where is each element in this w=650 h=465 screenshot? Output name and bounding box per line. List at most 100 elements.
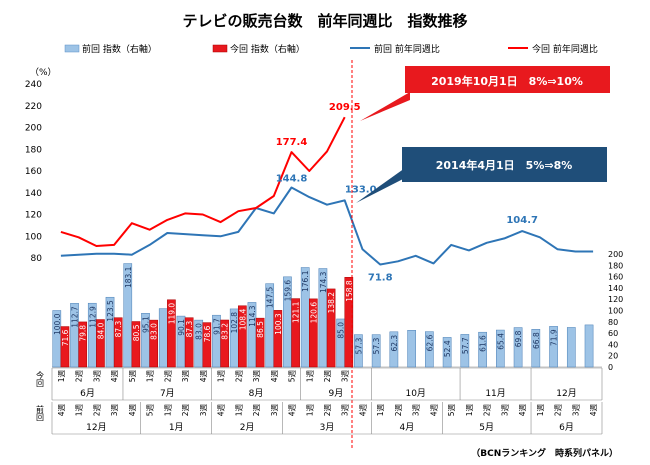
bar-label-current: 108.4 xyxy=(238,309,247,331)
month-label-previous: 4月 xyxy=(399,422,414,433)
bar-label-previous: 123.5 xyxy=(106,300,115,322)
bar-label-current: 87.3 xyxy=(114,320,123,337)
bar-label-previous: 174.3 xyxy=(319,271,328,293)
chart-title: テレビの販売台数 前年同週比 指数推移 xyxy=(182,12,467,30)
row-label-previous: 前回 xyxy=(36,404,45,422)
right-axis-tick-label: 180 xyxy=(608,261,623,270)
bar-label-current: 87.3 xyxy=(185,320,194,337)
bar-label-previous: 57.7 xyxy=(461,337,470,354)
left-axis-tick-label: 120 xyxy=(25,211,42,221)
month-label-previous: 12月 xyxy=(86,422,106,433)
week-label-previous: 1週 xyxy=(536,404,545,417)
right-axis-tick-label: 120 xyxy=(608,295,623,304)
bar-current-index xyxy=(202,322,212,368)
week-label-previous: 1週 xyxy=(376,404,385,417)
month-label-current: 8月 xyxy=(249,388,264,399)
point-label: 144.8 xyxy=(276,174,308,185)
week-label-previous: 3週 xyxy=(341,404,350,417)
week-label-previous: 4週 xyxy=(217,404,226,417)
bar-current-index xyxy=(273,310,283,368)
week-label-previous: 4週 xyxy=(429,404,438,417)
bar-label-previous: 147.5 xyxy=(266,286,275,308)
bar-label-current: 120.6 xyxy=(309,302,318,324)
week-label-current: 4週 xyxy=(199,370,208,383)
week-label-current: 3週 xyxy=(92,370,101,383)
bar-label-previous: 112.7 xyxy=(71,306,80,328)
left-axis-tick-label: 140 xyxy=(25,189,42,199)
bar-previous-index xyxy=(123,263,133,368)
legend-label-previous-index: 前回 指数（右軸） xyxy=(82,43,157,55)
bar-previous-index xyxy=(584,324,594,368)
week-label-previous: 4週 xyxy=(518,404,527,417)
month-label-previous: 2月 xyxy=(240,422,255,433)
bar-label-current: 83.0 xyxy=(150,323,159,340)
month-label-current: 10月 xyxy=(405,388,425,399)
bar-label-previous: 112.9 xyxy=(88,306,97,328)
right-axis-tick-label: 140 xyxy=(608,284,623,293)
right-axis-tick-label: 60 xyxy=(608,329,618,338)
legend-swatch-previous-index xyxy=(64,44,80,53)
bar-current-index xyxy=(238,305,247,368)
bar-label-current: 79.8 xyxy=(79,325,88,342)
line-current-yoy xyxy=(60,116,346,247)
week-label-previous: 5週 xyxy=(146,404,155,417)
left-axis-tick-label: 240 xyxy=(25,80,42,90)
bar-current-index xyxy=(309,298,318,368)
bar-current-index xyxy=(149,319,158,368)
bar-label-previous: 62.3 xyxy=(390,335,399,352)
bar-previous-index xyxy=(425,331,434,368)
right-axis-tick-label: 20 xyxy=(608,352,618,361)
month-label-previous: 6月 xyxy=(559,422,574,433)
bar-label-previous: 95.1 xyxy=(142,316,151,333)
bar-previous-index xyxy=(354,334,363,368)
week-label-current: 1週 xyxy=(217,370,226,383)
bar-current-index xyxy=(167,299,176,368)
row-label-current: 今回 xyxy=(36,370,45,388)
week-label-previous: 2週 xyxy=(483,404,492,417)
left-axis-tick-label: 180 xyxy=(25,145,42,155)
bar-label-previous: 71.9 xyxy=(550,329,559,346)
month-label-current: 9月 xyxy=(329,388,344,399)
bar-label-previous: 85.0 xyxy=(337,322,346,339)
annotation-2014-text: 2014年4月1日 5%⇒8% xyxy=(436,158,573,172)
right-axis-tick-label: 40 xyxy=(608,340,618,349)
bar-previous-index xyxy=(478,331,487,368)
week-label-previous: 4週 xyxy=(128,404,137,417)
week-label-previous: 5週 xyxy=(447,404,456,417)
week-label-previous: 2週 xyxy=(181,404,190,417)
bar-label-previous: 100.0 xyxy=(53,313,62,335)
bar-label-previous: 62.6 xyxy=(425,334,434,351)
annotation-2014-box xyxy=(402,147,607,182)
week-label-previous: 1週 xyxy=(234,404,243,417)
bars: 100.0 112.7 112.9 123.5 183.1 95.1 90.1 83.0 91.… xyxy=(52,263,594,368)
annotation-2014-pointer xyxy=(356,168,405,203)
annotation-2019: 2019年10月1日 8%⇒10% xyxy=(360,66,610,121)
bar-previous-index xyxy=(442,337,452,368)
bar-label-current: 84.0 xyxy=(96,322,105,339)
bar-label-current: 138.2 xyxy=(327,292,336,314)
week-label-current: 2週 xyxy=(234,370,243,383)
week-label-previous: 4週 xyxy=(358,404,367,417)
legend-label-current-index: 今回 指数（右軸） xyxy=(230,43,305,55)
week-label-previous: 3週 xyxy=(199,404,208,417)
week-label-previous: 2週 xyxy=(394,404,403,417)
bar-current-index xyxy=(326,288,336,368)
bar-current-index xyxy=(78,321,88,368)
bar-previous-index xyxy=(460,334,470,368)
week-label-previous: 1週 xyxy=(75,404,84,417)
legend: 前回 指数（右軸） 今回 指数（右軸） 前回 前年同週比 今回 前年同週比 xyxy=(64,43,598,55)
legend-label-current-yoy: 今回 前年同週比 xyxy=(532,43,598,55)
week-label-current: 2週 xyxy=(75,370,84,383)
bar-label-current: 83.2 xyxy=(221,323,230,340)
bar-current-index xyxy=(60,326,70,368)
week-label-previous: 4週 xyxy=(288,404,297,417)
bar-label-previous: 90.1 xyxy=(177,319,186,336)
bar-label-previous: 65.4 xyxy=(496,333,505,350)
bar-label-previous: 57.3 xyxy=(372,337,381,354)
bar-label-previous: 66.8 xyxy=(532,332,541,349)
week-label-previous: 3週 xyxy=(110,404,119,417)
bar-label-previous: 176.1 xyxy=(301,270,310,292)
bar-previous-index xyxy=(371,334,381,368)
left-axis-tick-label: 80 xyxy=(31,254,43,264)
